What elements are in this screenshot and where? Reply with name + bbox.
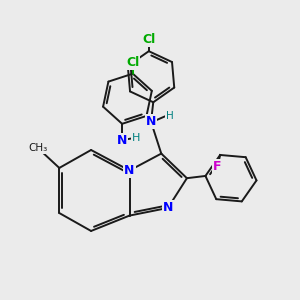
Text: H: H	[132, 133, 141, 143]
Text: N: N	[117, 134, 127, 147]
Text: N: N	[146, 115, 156, 128]
Text: F: F	[213, 160, 222, 173]
Text: CH₃: CH₃	[29, 143, 48, 154]
Text: Cl: Cl	[142, 33, 155, 46]
Text: N: N	[163, 201, 173, 214]
Text: N: N	[124, 164, 135, 177]
Text: N: N	[124, 164, 135, 177]
Text: H: H	[166, 111, 173, 121]
Text: N: N	[163, 201, 173, 214]
Text: N: N	[124, 164, 135, 177]
Text: Cl: Cl	[126, 56, 140, 69]
